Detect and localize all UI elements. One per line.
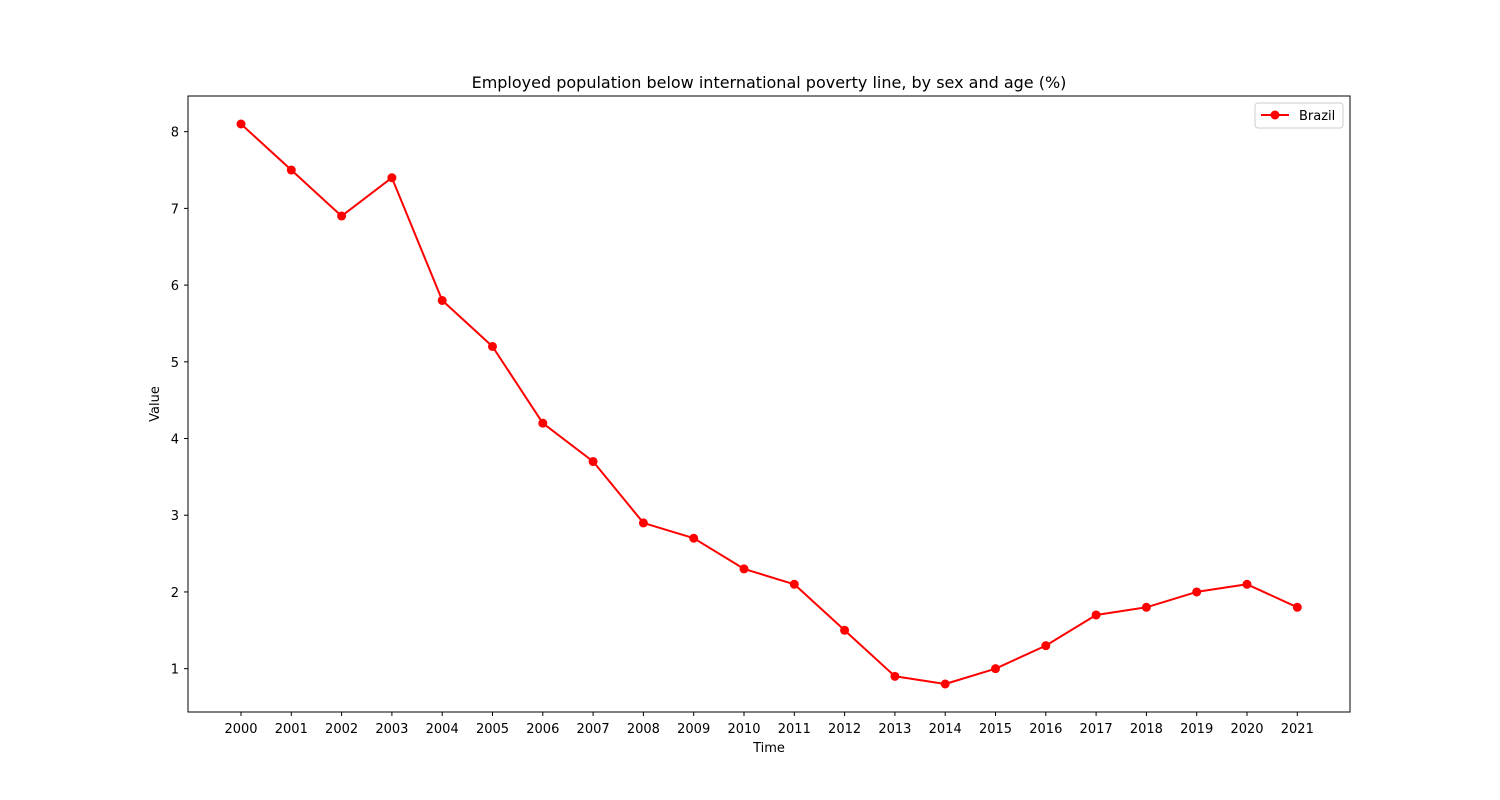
y-tick-label: 2: [171, 586, 179, 601]
data-point: [1242, 579, 1252, 589]
x-tick-label: 2010: [727, 722, 760, 737]
x-tick-label: 2021: [1281, 722, 1314, 737]
x-tick-label: 2007: [577, 722, 610, 737]
series-line-brazil: [240, 123, 1298, 685]
legend: Brazil: [1254, 102, 1344, 129]
x-tick-label: 2016: [1029, 722, 1062, 737]
x-tick-label: 2019: [1180, 722, 1213, 737]
x-tick-label: 2008: [627, 722, 660, 737]
x-tick-label: 2006: [526, 722, 559, 737]
data-point: [1292, 602, 1302, 612]
x-tick-label: 2005: [476, 722, 509, 737]
legend-marker-swatch: [1270, 110, 1280, 120]
y-tick-label: 1: [171, 663, 179, 678]
data-point: [689, 533, 699, 543]
data-point: [286, 165, 296, 175]
data-point: [890, 671, 900, 681]
data-point: [236, 119, 246, 129]
data-point: [739, 564, 749, 574]
x-axis-title: Time: [752, 741, 785, 756]
data-point: [387, 173, 397, 183]
x-tick-label: 2017: [1080, 722, 1113, 737]
x-tick-label: 2000: [224, 722, 257, 737]
data-point: [940, 679, 950, 689]
data-point: [337, 211, 347, 221]
x-tick-label: 2014: [929, 722, 962, 737]
data-point: [538, 418, 548, 428]
y-tick-label: 3: [171, 509, 179, 524]
y-tick-label: 7: [171, 202, 179, 217]
y-tick-label: 8: [171, 126, 179, 141]
y-tick-label: 4: [171, 433, 179, 448]
x-tick-label: 2012: [828, 722, 861, 737]
y-axis-title: Value: [148, 386, 163, 422]
x-tick-label: 2020: [1230, 722, 1263, 737]
data-point: [991, 664, 1000, 674]
data-point: [488, 341, 497, 351]
plot-frame: [187, 95, 1351, 713]
plot-area: [188, 96, 1350, 712]
data-point: [638, 518, 648, 528]
ticks-layer: 2000 2001 2002 2003 2004 2005 2006 2007 2008 2009…: [171, 126, 1314, 737]
data-point: [588, 457, 598, 467]
data-point: [1192, 587, 1202, 597]
y-tick-label: 5: [171, 356, 179, 371]
x-tick-label: 2003: [375, 722, 408, 737]
x-tick-label: 2018: [1130, 722, 1163, 737]
data-point: [437, 295, 447, 305]
series-layer: [236, 119, 1302, 689]
y-tick-label: 6: [171, 279, 179, 294]
x-tick-label: 2001: [275, 722, 308, 737]
data-point: [1041, 641, 1051, 651]
data-point: [1091, 610, 1101, 620]
x-tick-label: 2013: [878, 722, 911, 737]
x-tick-label: 2009: [677, 722, 710, 737]
x-tick-label: 2015: [979, 722, 1012, 737]
data-point: [789, 579, 799, 589]
x-tick-label: 2004: [426, 722, 459, 737]
x-tick-label: 2002: [325, 722, 358, 737]
legend-box: [1254, 102, 1344, 129]
legend-label-brazil: Brazil: [1299, 109, 1335, 124]
data-point: [840, 625, 850, 635]
chart-title: Employed population below international …: [472, 73, 1067, 92]
x-tick-label: 2011: [778, 722, 811, 737]
data-point: [1141, 602, 1151, 612]
